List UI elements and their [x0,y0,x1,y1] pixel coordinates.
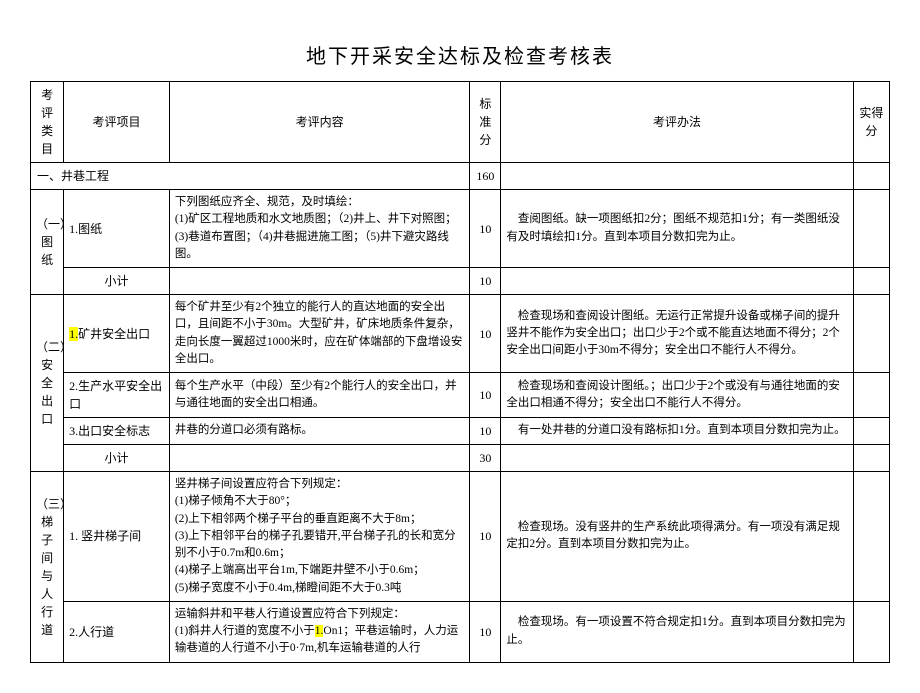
actual-cell [853,601,889,662]
actual-cell [853,472,889,602]
subtotal-row: 小计 30 [31,445,890,472]
table-row: （一）图纸 1.图纸 下列图纸应齐全、规范，及时填绘：(1)矿区工程地质和水文地… [31,190,890,268]
content-cell: 运输斜井和平巷人行道设置应符合下列规定：(1)斜井人行道的宽度不小于1.On1；… [169,601,469,662]
table-row: （二）安全出口 1.矿井安全出口 每个矿井至少有2个独立的能行人的直达地面的安全… [31,295,890,373]
method-cell: 有一处井巷的分道口没有路标扣1分。直到本项目分数扣完为止。 [501,418,853,445]
subtotal-content [169,268,469,295]
actual-cell [853,295,889,373]
subtotal-actual [853,268,889,295]
col-score: 标准分 [470,82,501,163]
method-cell: 检查现场。有一项设置不符合规定扣1分。直到本项目分数扣完为止。 [501,601,853,662]
col-item: 考评项目 [64,82,170,163]
score-cell: 10 [470,418,501,445]
subtotal-label: 小计 [64,445,170,472]
subtotal-actual [853,445,889,472]
item-text: 矿井安全出口 [78,327,150,341]
score-cell: 10 [470,601,501,662]
col-method: 考评办法 [501,82,853,163]
content-cell: 井巷的分道口必须有路标。 [169,418,469,445]
content-cell: 每个矿井至少有2个独立的能行人的直达地面的安全出口，且间距不小于30m。大型矿井… [169,295,469,373]
content-cell: 每个生产水平（中段）至少有2个能行人的安全出口，并与通往地面的安全出口相通。 [169,373,469,418]
score-cell: 10 [470,295,501,373]
group3-label: （三）梯子间与人行道 [31,472,64,663]
method-cell: 检查现场和查阅设计图纸。无运行正常提升设备或梯子间的提升竖井不能作为安全出口；出… [501,295,853,373]
score-cell: 10 [470,472,501,602]
method-cell: 检查现场。没有竖井的生产系统此项得满分。有一项没有满足规定扣2分。直到本项目分数… [501,472,853,602]
item-cell: 1.图纸 [64,190,170,268]
subtotal-row: 小计 10 [31,268,890,295]
actual-cell [853,373,889,418]
highlight: 1. [69,327,78,341]
subtotal-label: 小计 [64,268,170,295]
section-score: 160 [470,163,501,190]
group2-label: （二）安全出口 [31,295,64,472]
section-label: 一、井巷工程 [31,163,470,190]
assessment-table: 考评类目 考评项目 考评内容 标准分 考评办法 实得分 一、井巷工程 160 （… [30,81,890,663]
method-cell: 检查现场和查阅设计图纸。；出口少于2个或没有与通往地面的安全出口相通不得分；安全… [501,373,853,418]
col-actual: 实得分 [853,82,889,163]
item-cell: 3.出口安全标志 [64,418,170,445]
subtotal-method [501,445,853,472]
header-row: 考评类目 考评项目 考评内容 标准分 考评办法 实得分 [31,82,890,163]
item-cell: 2.人行道 [64,601,170,662]
item-cell: 1. 竖井梯子间 [64,472,170,602]
table-row: 2.生产水平安全出口 每个生产水平（中段）至少有2个能行人的安全出口，并与通往地… [31,373,890,418]
table-row: 3.出口安全标志 井巷的分道口必须有路标。 10 有一处井巷的分道口没有路标扣1… [31,418,890,445]
col-category: 考评类目 [31,82,64,163]
content-cell: 下列图纸应齐全、规范，及时填绘：(1)矿区工程地质和水文地质图；（2)井上、井下… [169,190,469,268]
content-cell: 竖井梯子间设置应符合下列规定：(1)梯子倾角不大于80°；(2)上下相邻两个梯子… [169,472,469,602]
section-method [501,163,853,190]
table-row: 2.人行道 运输斜井和平巷人行道设置应符合下列规定：(1)斜井人行道的宽度不小于… [31,601,890,662]
subtotal-method [501,268,853,295]
col-content: 考评内容 [169,82,469,163]
section-row: 一、井巷工程 160 [31,163,890,190]
table-row: （三）梯子间与人行道 1. 竖井梯子间 竖井梯子间设置应符合下列规定：(1)梯子… [31,472,890,602]
document-title: 地下开采安全达标及检查考核表 [30,40,890,69]
subtotal-score: 10 [470,268,501,295]
subtotal-content [169,445,469,472]
score-cell: 10 [470,190,501,268]
subtotal-score: 30 [470,445,501,472]
actual-cell [853,418,889,445]
section-actual [853,163,889,190]
item-cell: 1.矿井安全出口 [64,295,170,373]
method-cell: 查阅图纸。缺一项图纸扣2分；图纸不规范扣1分；有一类图纸没有及时填绘扣1分。直到… [501,190,853,268]
score-cell: 10 [470,373,501,418]
item-cell: 2.生产水平安全出口 [64,373,170,418]
group1-label: （一）图纸 [31,190,64,295]
actual-cell [853,190,889,268]
